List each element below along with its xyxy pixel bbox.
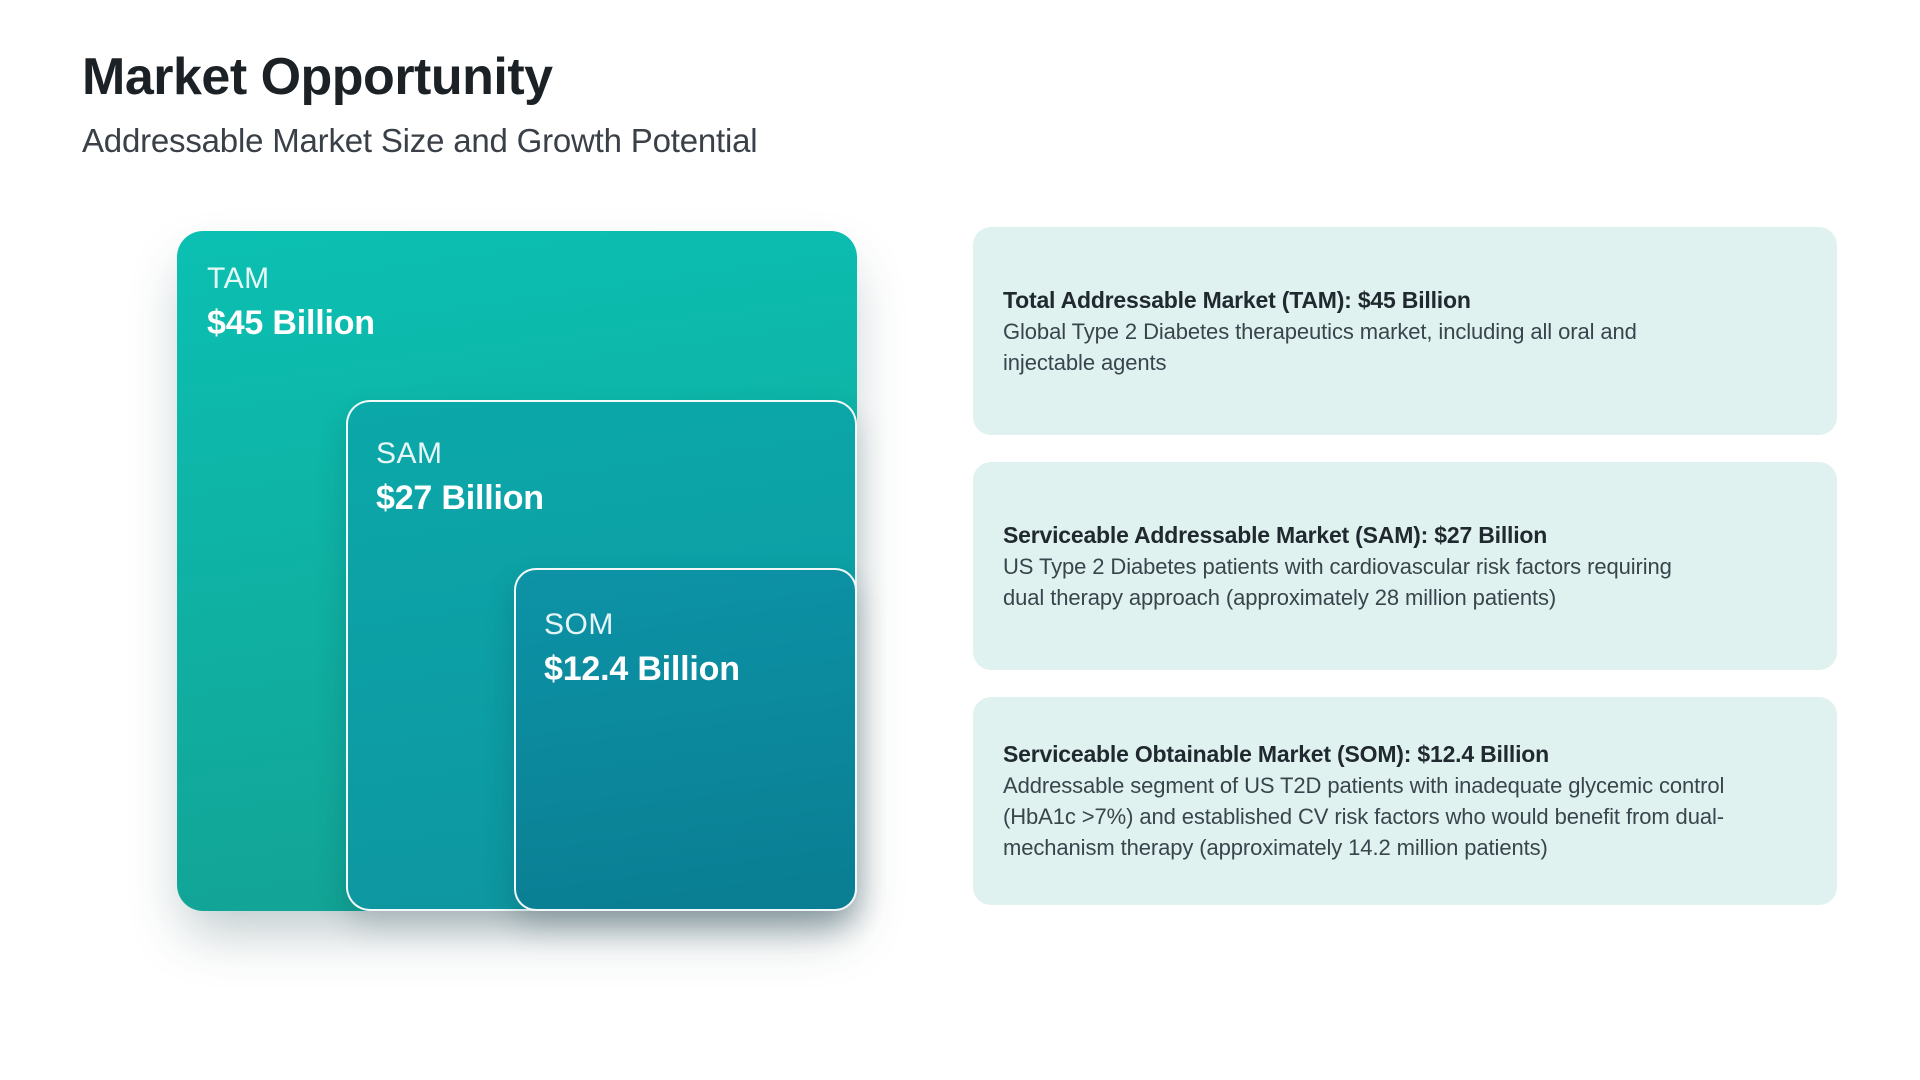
card-tam-heading: Total Addressable Market (TAM): $45 Bill… bbox=[1003, 286, 1471, 313]
slide-header: Market Opportunity Addressable Market Si… bbox=[82, 48, 758, 160]
card-sam-body: US Type 2 Diabetes patients with cardiov… bbox=[1003, 553, 1672, 610]
card-som-body: Addressable segment of US T2D patients w… bbox=[1003, 773, 1725, 860]
market-info-cards: Total Addressable Market (TAM): $45 Bill… bbox=[973, 227, 1837, 905]
tam-label-group: TAM $45 Billion bbox=[177, 231, 857, 343]
card-tam: Total Addressable Market (TAM): $45 Bill… bbox=[973, 227, 1837, 435]
card-som: Serviceable Obtainable Market (SOM): $12… bbox=[973, 697, 1837, 905]
tam-abbr-label: TAM bbox=[207, 262, 270, 295]
tam-value-label: $45 Billion bbox=[207, 304, 375, 342]
som-label-group: SOM $12.4 Billion bbox=[516, 570, 855, 689]
tam-sam-som-chart: TAM $45 Billion SAM $27 Billion SOM $12.… bbox=[177, 231, 857, 911]
card-sam: Serviceable Addressable Market (SAM): $2… bbox=[973, 462, 1837, 670]
page-title: Market Opportunity bbox=[82, 48, 553, 106]
page-subtitle: Addressable Market Size and Growth Poten… bbox=[82, 121, 758, 159]
card-tam-body: Global Type 2 Diabetes therapeutics mark… bbox=[1003, 318, 1637, 375]
sam-value-label: $27 Billion bbox=[376, 479, 544, 517]
card-som-heading: Serviceable Obtainable Market (SOM): $12… bbox=[1003, 741, 1550, 767]
som-abbr-label: SOM bbox=[544, 608, 614, 641]
som-value-label: $12.4 Billion bbox=[544, 650, 740, 688]
card-sam-heading: Serviceable Addressable Market (SAM): $2… bbox=[1003, 521, 1548, 548]
sam-label-group: SAM $27 Billion bbox=[348, 402, 855, 518]
sam-abbr-label: SAM bbox=[376, 437, 443, 470]
som-square: SOM $12.4 Billion bbox=[514, 568, 857, 911]
